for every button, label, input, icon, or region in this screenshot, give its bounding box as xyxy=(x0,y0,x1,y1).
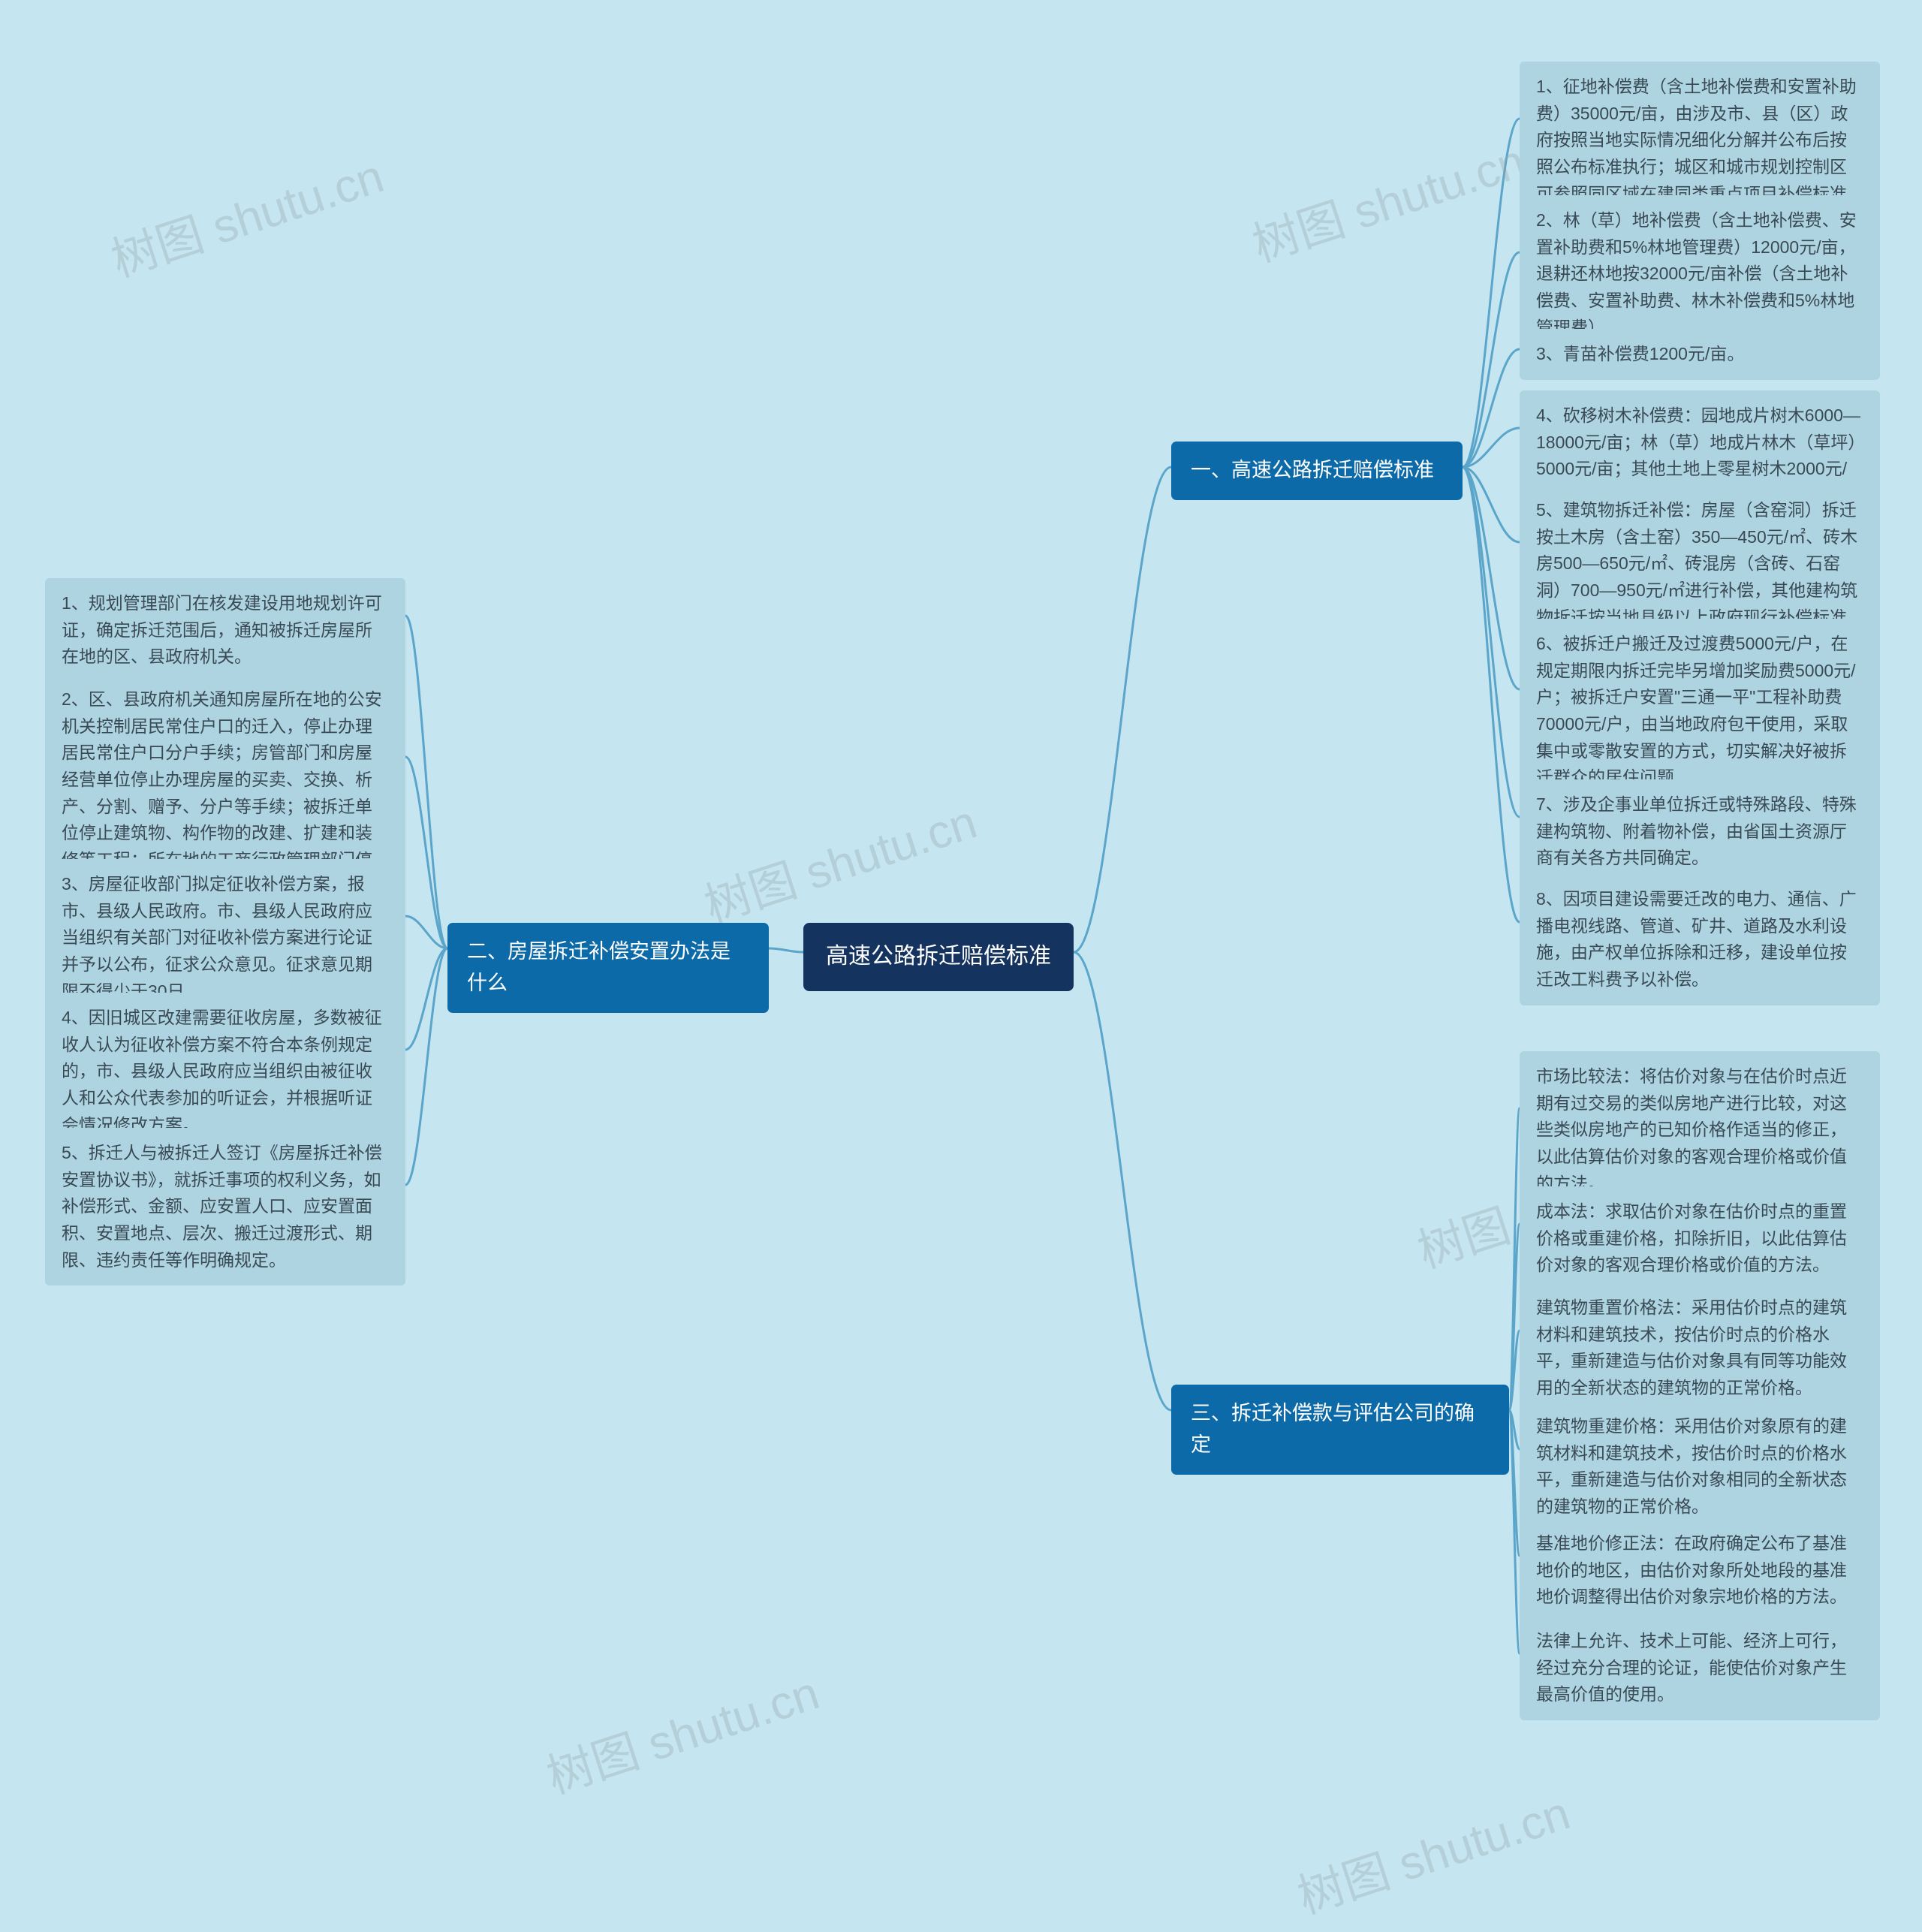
connector xyxy=(1509,1410,1520,1449)
leaf-node[interactable]: 建筑物重置价格法：采用估价时点的建筑材料和建筑技术，按估价时点的价格水平，重新建… xyxy=(1520,1282,1880,1414)
connector xyxy=(405,948,447,1050)
watermark: 树图 shutu.cn xyxy=(1243,123,1532,275)
leaf-node[interactable]: 市场比较法：将估价对象与在估价时点近期有过交易的类似房地产进行比较，对这些类似房… xyxy=(1520,1051,1880,1209)
connector xyxy=(1463,467,1520,817)
connector xyxy=(1463,349,1520,467)
watermark: 树图 shutu.cn xyxy=(694,784,984,936)
leaf-node[interactable]: 3、青苗补偿费1200元/亩。 xyxy=(1520,329,1880,380)
leaf-node[interactable]: 基准地价修正法：在政府确定公布了基准地价的地区，由估价对象所处地段的基准地价调整… xyxy=(1520,1518,1880,1623)
leaf-node[interactable]: 8、因项目建设需要迁改的电力、通信、广播电视线路、管道、矿井、道路及水利设施，由… xyxy=(1520,874,1880,1005)
watermark: 树图 shutu.cn xyxy=(537,1655,826,1807)
connector xyxy=(1463,252,1520,467)
leaf-node[interactable]: 建筑物重建价格：采用估价对象原有的建筑材料和建筑技术，按估价时点的价格水平，重新… xyxy=(1520,1401,1880,1533)
connector xyxy=(405,616,447,948)
connector xyxy=(1463,428,1520,467)
connector xyxy=(405,916,447,948)
leaf-node[interactable]: 5、拆迁人与被拆迁人签订《房屋拆迁补偿安置协议书》，就拆迁事项的权利义务，如补偿… xyxy=(45,1128,405,1285)
connector xyxy=(1463,467,1520,922)
connector xyxy=(1463,119,1520,467)
connector xyxy=(1509,1224,1520,1410)
watermark: 树图 shutu.cn xyxy=(1288,1775,1577,1927)
connector xyxy=(1074,467,1171,952)
leaf-node[interactable]: 6、被拆迁户搬迁及过渡费5000元/户，在规定期限内拆迁完毕另增加奖励费5000… xyxy=(1520,619,1880,803)
branch-node[interactable]: 一、高速公路拆迁赔偿标准 xyxy=(1171,442,1463,500)
connector xyxy=(769,948,803,952)
connector xyxy=(405,948,447,1185)
branch-node[interactable]: 三、拆迁补偿款与评估公司的确定 xyxy=(1171,1385,1509,1475)
connector xyxy=(1509,1410,1520,1556)
connector xyxy=(1463,467,1520,689)
connector xyxy=(1463,467,1520,542)
leaf-node[interactable]: 1、规划管理部门在核发建设用地规划许可证，确定拆迁范围后，通知被拆迁房屋所在地的… xyxy=(45,578,405,683)
root-node[interactable]: 高速公路拆迁赔偿标准 xyxy=(803,923,1074,991)
connector xyxy=(1509,1331,1520,1410)
leaf-node[interactable]: 成本法：求取估价对象在估价时点的重置价格或重建价格，扣除折旧，以此估算估价对象的… xyxy=(1520,1186,1880,1291)
connector xyxy=(1074,952,1171,1410)
leaf-node[interactable]: 7、涉及企事业单位拆迁或特殊路段、特殊建构筑物、附着物补偿，由省国土资源厅商有关… xyxy=(1520,779,1880,884)
leaf-node[interactable]: 4、因旧城区改建需要征收房屋，多数被征收人认为征收补偿方案不符合本条例规定的，市… xyxy=(45,993,405,1150)
watermark: 树图 shutu.cn xyxy=(101,138,390,290)
branch-node[interactable]: 二、房屋拆迁补偿安置办法是什么 xyxy=(447,923,769,1013)
leaf-node[interactable]: 法律上允许、技术上可能、经济上可行，经过充分合理的论证，能使估价对象产生最高价值… xyxy=(1520,1616,1880,1720)
connector xyxy=(1509,1410,1520,1653)
connector xyxy=(405,757,447,948)
connector xyxy=(1509,1108,1520,1410)
